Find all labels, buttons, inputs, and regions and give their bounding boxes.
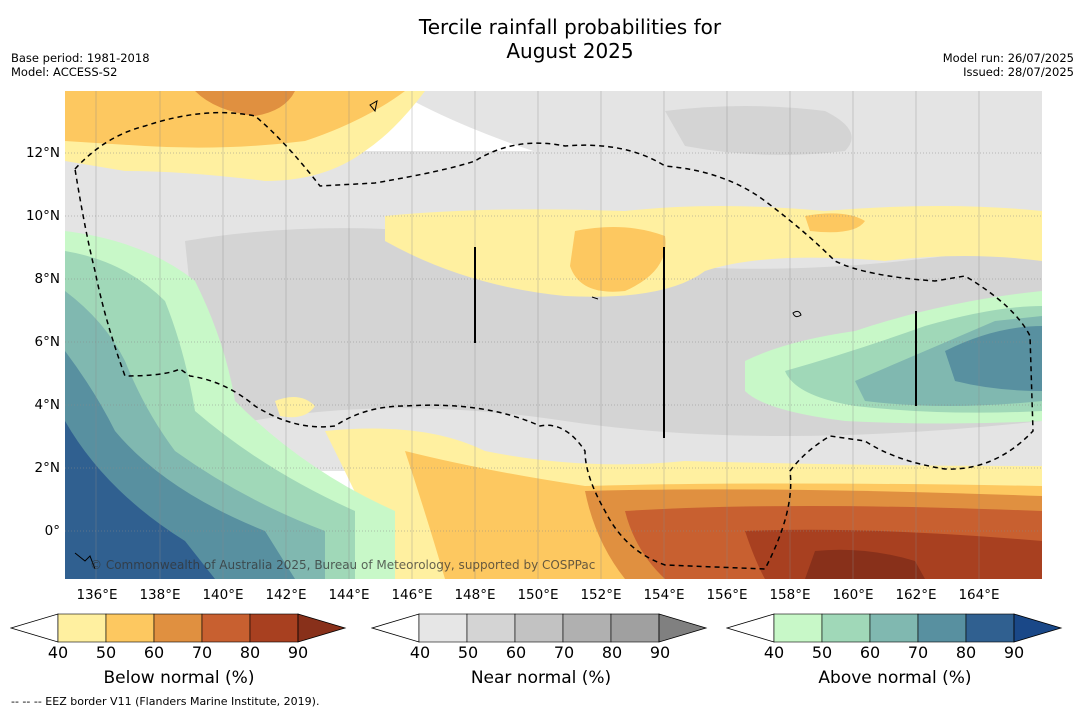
colorbar-below-swatches (10, 613, 347, 643)
colorbar-below (10, 613, 347, 643)
rainfall-map: © Commonwealth of Australia 2025, Bureau… (65, 91, 1042, 579)
colorbar-below-max-arrow (297, 613, 347, 643)
lon-tick-158: 158°E (769, 587, 811, 603)
lon-tick-138: 138°E (139, 587, 181, 603)
colorbar-above-swatch (821, 613, 871, 643)
cb-below-tick-50: 50 (95, 643, 117, 662)
cb-above-tick-80: 80 (955, 643, 977, 662)
lon-tick-140: 140°E (202, 587, 244, 603)
colorbar-above-swatch (869, 613, 919, 643)
issued-date: Issued: 28/07/2025 (963, 65, 1074, 79)
below-normal-bottom-max (805, 549, 925, 579)
lon-tick-142: 142°E (265, 587, 307, 603)
colorbar-above-swatch (917, 613, 967, 643)
eez-border (74, 111, 1034, 570)
cb-near-tick-50: 50 (457, 643, 479, 662)
lat-tick-4n: 4°N (34, 397, 60, 413)
colorbar-below-swatch (105, 613, 155, 643)
colorbar-below-swatch (153, 613, 203, 643)
colorbar-near-swatch (562, 613, 612, 643)
below-normal-mid-60b (805, 213, 865, 233)
cb-above-tick-50: 50 (811, 643, 833, 662)
lat-tick-2n: 2°N (34, 460, 60, 476)
colorbar-above-max-arrow (1013, 613, 1063, 643)
map-title-line2: August 2025 (506, 39, 634, 63)
lon-tick-152: 152°E (580, 587, 622, 603)
lat-tick-10n: 10°N (25, 208, 60, 224)
cb-above-tick-40: 40 (763, 643, 785, 662)
below-normal-small (275, 397, 315, 418)
colorbar-above-min-arrow (726, 613, 775, 643)
lat-tick-0: 0° (44, 523, 60, 539)
above-normal-left-90 (65, 421, 215, 579)
cb-near-tick-40: 40 (409, 643, 431, 662)
colorbar-near-swatches (371, 613, 708, 643)
above-normal-right-80 (945, 326, 1042, 391)
lat-tick-12n: 12°N (25, 145, 60, 161)
vertical-marks (474, 247, 917, 438)
colorbar-below-label: Below normal (%) (103, 668, 255, 688)
map-title-line1: Tercile rainfall probabilities for (418, 15, 722, 39)
meta-right: Model run: 26/07/2025 Issued: 28/07/2025 (943, 51, 1074, 79)
colorbar-below-swatch (249, 613, 299, 643)
meta-left: Base period: 1981-2018 Model: ACCESS-S2 (11, 51, 150, 79)
colorbar-above-swatches (726, 613, 1063, 643)
colorbar-near-swatch (418, 613, 468, 643)
lat-tick-6n: 6°N (34, 334, 60, 350)
below-normal-mid-60 (570, 227, 666, 292)
cb-below-tick-80: 80 (239, 643, 261, 662)
colorbar-above (726, 613, 1063, 643)
islands (74, 100, 802, 570)
lon-tick-146: 146°E (391, 587, 433, 603)
colorbar-below-swatch (201, 613, 251, 643)
colorbar-below-min-arrow (10, 613, 59, 643)
gridlines (65, 152, 1042, 532)
colorbar-near-swatch (610, 613, 660, 643)
lon-tick-162: 162°E (895, 587, 937, 603)
colorbar-near-swatch (466, 613, 516, 643)
lon-tick-136: 136°E (76, 587, 118, 603)
cb-near-tick-70: 70 (553, 643, 575, 662)
lat-tick-8n: 8°N (34, 271, 60, 287)
colorbar-near (371, 613, 708, 643)
base-period: Base period: 1981-2018 (11, 51, 150, 65)
lon-tick-144: 144°E (328, 587, 370, 603)
below-normal-top-left-70 (195, 91, 295, 116)
colorbar-above-swatch (773, 613, 823, 643)
cb-above-tick-90: 90 (1003, 643, 1025, 662)
colorbar-near-min-arrow (371, 613, 420, 643)
model-name: Model: ACCESS-S2 (11, 65, 118, 79)
below-normal-mid (385, 206, 1042, 297)
cb-near-tick-90: 90 (649, 643, 671, 662)
cb-below-tick-40: 40 (47, 643, 69, 662)
near-normal-cell (665, 106, 852, 155)
cb-below-tick-90: 90 (287, 643, 309, 662)
lon-tick-154: 154°E (643, 587, 685, 603)
copyright-watermark: © Commonwealth of Australia 2025, Bureau… (90, 558, 595, 572)
lon-tick-150: 150°E (517, 587, 559, 603)
cb-above-tick-60: 60 (859, 643, 881, 662)
colorbar-near-max-arrow (658, 613, 708, 643)
cb-above-tick-70: 70 (907, 643, 929, 662)
colorbar-near-swatch (514, 613, 564, 643)
colorbar-above-swatch (965, 613, 1015, 643)
colorbar-above-label: Above normal (%) (818, 668, 972, 688)
colorbar-near-label: Near normal (%) (470, 668, 612, 688)
model-run-date: Model run: 26/07/2025 (942, 51, 1074, 65)
cb-below-tick-70: 70 (191, 643, 213, 662)
colorbar-below-swatch (57, 613, 107, 643)
cb-below-tick-60: 60 (143, 643, 165, 662)
below-normal-top-left-60 (65, 91, 405, 148)
eez-footnote: -- -- -- EEZ border V11 (Flanders Marine… (11, 695, 320, 708)
cb-near-tick-80: 80 (601, 643, 623, 662)
lon-tick-160: 160°E (832, 587, 874, 603)
lon-tick-156: 156°E (706, 587, 748, 603)
lon-tick-148: 148°E (454, 587, 496, 603)
cb-near-tick-60: 60 (505, 643, 527, 662)
lon-tick-164: 164°E (958, 587, 1000, 603)
